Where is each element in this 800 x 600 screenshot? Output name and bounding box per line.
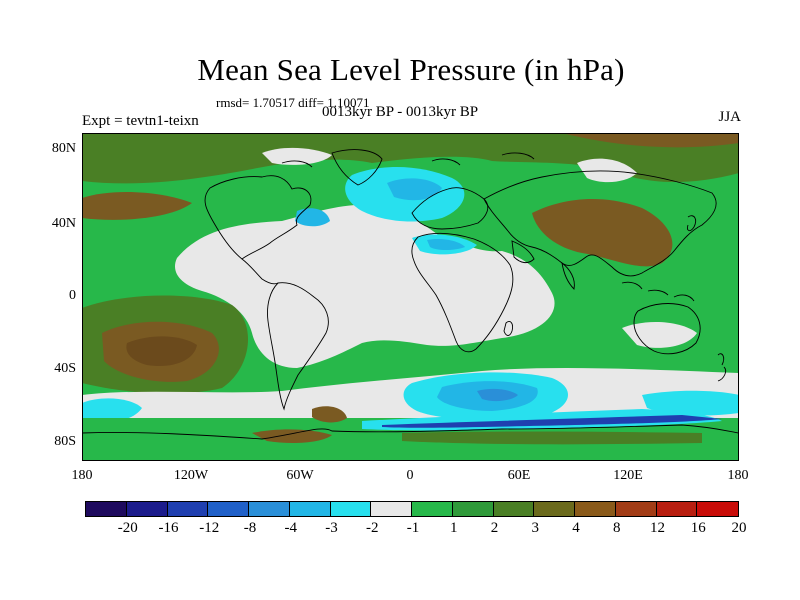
coast-europe xyxy=(411,187,489,230)
lon-label-180e: 180 xyxy=(727,468,749,483)
coast-arabia xyxy=(511,240,535,264)
colorbar-label: -8 xyxy=(243,520,257,536)
coast-south-america xyxy=(267,282,329,411)
field-neutral-arctic xyxy=(262,147,332,165)
colorbar-label: -4 xyxy=(284,520,298,536)
colorbar-label: -12 xyxy=(199,520,220,536)
colorbar-label: 4 xyxy=(572,520,580,536)
colorbar-label: -3 xyxy=(325,520,338,536)
colorbar-label: -20 xyxy=(117,520,138,536)
field-blue-med xyxy=(427,238,465,250)
coast-greenland xyxy=(331,149,383,186)
colorbar-swatch xyxy=(86,502,127,516)
coast-antarctica xyxy=(82,424,739,440)
lon-label-120e: 120E xyxy=(613,468,643,483)
coast-australia xyxy=(633,303,701,355)
colorbar-label: 3 xyxy=(531,520,540,536)
colorbar-swatch xyxy=(615,502,657,516)
field-blue-nwatl xyxy=(295,208,330,227)
map-title: Mean Sea Level Pressure (in hPa) xyxy=(197,52,625,87)
lat-label-80n: 80N xyxy=(51,141,76,156)
colorbar-swatch xyxy=(656,502,698,516)
field-brown-arctic xyxy=(562,133,739,148)
colorbar-label: 12 xyxy=(650,520,665,536)
coast-indonesia xyxy=(621,281,695,302)
coastlines xyxy=(82,149,739,440)
colorbar-swatch xyxy=(167,502,209,516)
field-cyan-sw xyxy=(82,398,142,423)
colorbar-swatch xyxy=(697,502,738,516)
field-antarctic-navy xyxy=(382,415,722,428)
lon-label-60w: 60W xyxy=(286,468,314,483)
coast-north-america xyxy=(204,175,312,260)
coast-madagascar xyxy=(503,320,513,336)
field-olive-north xyxy=(82,133,739,184)
colorbar-swatch xyxy=(289,502,331,516)
colorbar-label: 2 xyxy=(490,520,499,536)
colorbar-swatch xyxy=(412,502,453,516)
field-neutral-indian xyxy=(622,321,697,348)
coast-asia xyxy=(483,170,717,277)
colorbar-swatch xyxy=(126,502,168,516)
field-blue-natl xyxy=(387,178,442,201)
field-brown-asia xyxy=(532,198,673,267)
colorbar-swatch xyxy=(575,502,616,516)
lat-label-40n: 40N xyxy=(51,216,76,231)
lon-label-60e: 60E xyxy=(507,468,531,483)
coast-india xyxy=(561,261,575,290)
lat-label-80s: 80S xyxy=(54,434,76,449)
colorbar-label: -16 xyxy=(158,520,179,536)
coast-japan xyxy=(687,215,697,232)
colorbar-swatch xyxy=(534,502,575,516)
field-brown-spac-core xyxy=(126,336,197,367)
pressure-map xyxy=(82,133,739,461)
field-antarctic-brown xyxy=(252,429,332,443)
rmsd-diff-stats: rmsd= 1.70517 diff= 1.10071 xyxy=(216,95,370,110)
coast-new-zealand xyxy=(717,353,727,382)
colorbar-swatch xyxy=(249,502,290,516)
lon-label-120w: 120W xyxy=(173,468,209,483)
lon-label-0: 0 xyxy=(406,468,414,483)
field-cyan-se xyxy=(642,390,739,416)
colorbar-swatch xyxy=(452,502,494,516)
coast-arctic-islands xyxy=(281,152,535,168)
field-antarctic-brown2 xyxy=(312,406,347,423)
colorbar-swatch xyxy=(371,502,412,516)
colorbar-label: 8 xyxy=(613,520,621,536)
lat-label-40s: 40S xyxy=(54,361,76,376)
colorbar-swatch xyxy=(493,502,535,516)
colorbar-label: 20 xyxy=(731,520,747,536)
colorbar-label: -1 xyxy=(406,520,420,536)
colorbar-label: 1 xyxy=(450,520,458,536)
experiment-label: Expt = tevtn1-teixn xyxy=(82,113,199,129)
coast-central-america xyxy=(241,258,279,285)
season-label: JJA xyxy=(718,109,741,125)
colorbar-swatch xyxy=(330,502,372,516)
coast-africa xyxy=(411,232,514,353)
field-antarctic-olive xyxy=(402,431,702,445)
field-neutral-pacific xyxy=(577,158,637,183)
colorbar-label: 16 xyxy=(690,520,706,536)
colorbar-label: -2 xyxy=(366,520,379,536)
field-brown-npac xyxy=(82,191,192,220)
colorbar-swatch xyxy=(208,502,249,516)
period-subtitle: 0013kyr BP - 0013kyr BP xyxy=(322,104,479,120)
lon-label-180w: 180 xyxy=(71,468,93,483)
lat-label-0: 0 xyxy=(69,288,76,303)
field-navy-southern xyxy=(477,388,518,402)
colorbar xyxy=(85,501,739,517)
